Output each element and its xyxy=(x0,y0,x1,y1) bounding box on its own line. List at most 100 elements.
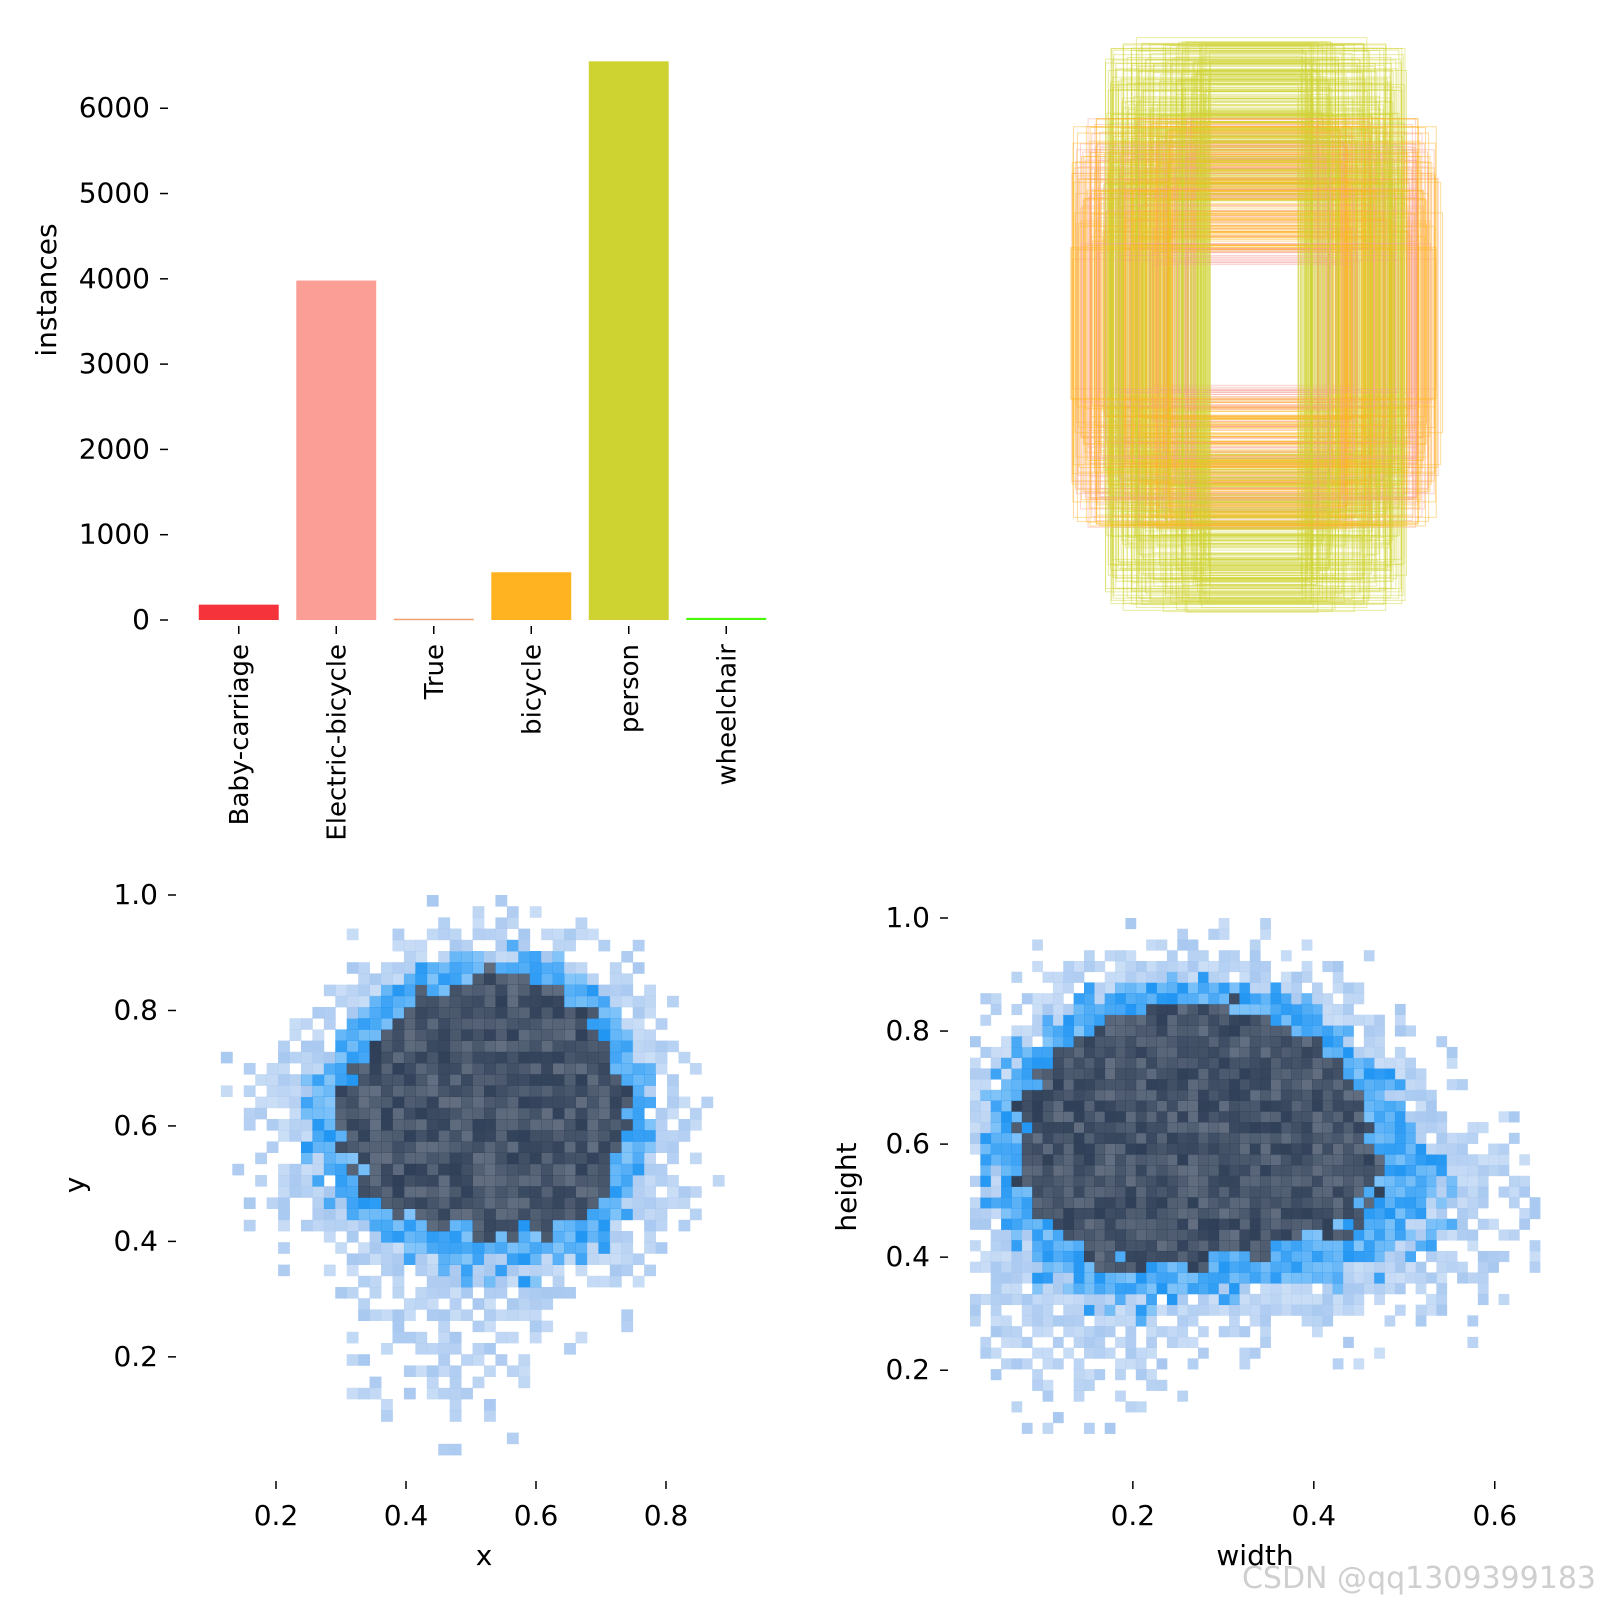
heatmap-cell xyxy=(1374,1079,1385,1091)
heatmap-cell xyxy=(1457,1207,1468,1220)
heatmap-cell xyxy=(369,1018,382,1030)
heatmap-cell xyxy=(1032,1025,1043,1037)
heatmap-cell xyxy=(541,1029,554,1041)
heatmap-cell xyxy=(1104,1165,1116,1177)
heatmap-cell xyxy=(1260,1304,1271,1316)
heatmap-cell xyxy=(1394,1154,1406,1166)
heatmap-cell xyxy=(1021,1079,1033,1091)
heatmap-cell xyxy=(644,1219,656,1232)
heatmap-cell xyxy=(1312,1111,1323,1123)
heatmap-cell xyxy=(346,1152,359,1165)
heatmap-cell xyxy=(1280,1272,1292,1284)
heatmap-cell xyxy=(1115,1369,1126,1381)
heatmap-cell xyxy=(1125,1122,1137,1134)
heatmap-cell xyxy=(1021,1036,1033,1048)
heatmap-cell xyxy=(1280,1025,1292,1037)
heatmap-cell xyxy=(1312,1143,1323,1155)
heatmap-cell xyxy=(970,1057,981,1069)
heatmap-cell xyxy=(381,1253,393,1265)
heatmap-cell xyxy=(1135,1401,1147,1413)
heatmap-cell xyxy=(1094,1057,1106,1069)
heatmap-cell xyxy=(1218,1272,1230,1284)
heatmap-cell xyxy=(1239,1111,1251,1123)
heatmap-cell xyxy=(1135,1197,1147,1209)
heatmap-cell xyxy=(1104,1175,1116,1187)
y-axis-label: y xyxy=(58,1177,91,1194)
heatmap-cell xyxy=(484,995,496,1008)
heatmap-cell xyxy=(369,1063,382,1075)
heatmap-cell xyxy=(1508,1229,1520,1241)
heatmap-cell xyxy=(1332,1154,1344,1166)
heatmap-cell xyxy=(1229,1014,1240,1026)
heatmap-cell xyxy=(1519,1218,1531,1230)
heatmap-cell xyxy=(369,1253,382,1265)
heatmap-cell xyxy=(1084,1046,1095,1059)
heatmap-cell xyxy=(1094,1143,1106,1155)
heatmap-cell xyxy=(655,1141,668,1153)
bounding-box xyxy=(1080,243,1432,403)
heatmap-cell xyxy=(1001,1111,1012,1123)
heatmap-cell xyxy=(1208,1293,1220,1306)
heatmap-cell xyxy=(392,1309,405,1321)
heatmap-cell xyxy=(1042,1111,1054,1123)
heatmap-cell xyxy=(1094,1079,1106,1091)
heatmap-cell xyxy=(1104,950,1116,962)
heatmap-cell xyxy=(381,1175,393,1187)
heatmap-cell xyxy=(1063,982,1075,994)
heatmap-cell xyxy=(266,1063,279,1075)
heatmap-cell xyxy=(415,1264,428,1277)
bounding-box xyxy=(1122,127,1388,515)
heatmap-cell xyxy=(335,1130,348,1142)
heatmap-cell xyxy=(1146,1003,1157,1016)
heatmap-cell xyxy=(1343,993,1354,1005)
heatmap-cell xyxy=(1052,1057,1064,1069)
heatmap-cell xyxy=(598,1197,611,1209)
heatmap-cell xyxy=(1353,1165,1365,1177)
heatmap-cell xyxy=(1353,1175,1365,1187)
heatmap-cell xyxy=(1374,1283,1385,1295)
heatmap-cell xyxy=(564,1040,576,1053)
heatmap-cell xyxy=(1166,1293,1178,1306)
heatmap-cell xyxy=(1322,1122,1334,1134)
heatmap-cell xyxy=(1125,1336,1137,1348)
heatmap-cell xyxy=(1218,1250,1230,1263)
heatmap-cell xyxy=(1001,1229,1012,1241)
category-label: Electric-bicycle xyxy=(322,644,352,841)
heatmap-cell xyxy=(1208,1283,1220,1295)
heatmap-cell xyxy=(621,995,634,1008)
heatmap-cell xyxy=(1166,1143,1178,1155)
heatmap-cell xyxy=(1312,1025,1323,1037)
heatmap-cell xyxy=(472,1040,485,1053)
bounding-box xyxy=(1110,150,1408,496)
heatmap-cell xyxy=(598,1018,611,1030)
heatmap-cell xyxy=(667,1096,679,1109)
heatmap-cell xyxy=(564,973,576,985)
heatmap-cell xyxy=(990,1111,1002,1123)
heatmap-cell xyxy=(632,1018,645,1030)
heatmap-cell xyxy=(1363,1046,1375,1059)
heatmap-cell xyxy=(655,1107,668,1120)
heatmap-cell xyxy=(1519,1207,1531,1220)
heatmap-cell xyxy=(518,1141,531,1153)
heatmap-cell xyxy=(1239,1175,1251,1187)
heatmap-cell xyxy=(1426,1154,1437,1166)
heatmap-cell xyxy=(461,1051,473,1064)
heatmap-cell xyxy=(1260,1111,1271,1123)
heatmap-cell xyxy=(1115,1272,1126,1284)
heatmap-cell xyxy=(575,1096,588,1109)
heatmap-cell xyxy=(1239,1283,1251,1295)
heatmap-cell xyxy=(1312,1132,1323,1144)
heatmap-cell xyxy=(564,1175,576,1187)
heatmap-cell xyxy=(1073,1143,1085,1155)
heatmap-cell xyxy=(1446,1250,1458,1263)
heatmap-cell xyxy=(609,1007,622,1019)
bounding-box xyxy=(1115,254,1400,393)
heatmap-cell xyxy=(1229,950,1240,962)
heatmap-cell xyxy=(1146,1122,1157,1134)
heatmap-cell xyxy=(1198,1132,1209,1144)
bounding-box xyxy=(1101,231,1410,412)
heatmap-cell xyxy=(392,1096,405,1109)
heatmap-cell xyxy=(1363,1068,1375,1080)
heatmap-cell xyxy=(1032,1132,1043,1144)
heatmap-cell xyxy=(1280,1036,1292,1048)
